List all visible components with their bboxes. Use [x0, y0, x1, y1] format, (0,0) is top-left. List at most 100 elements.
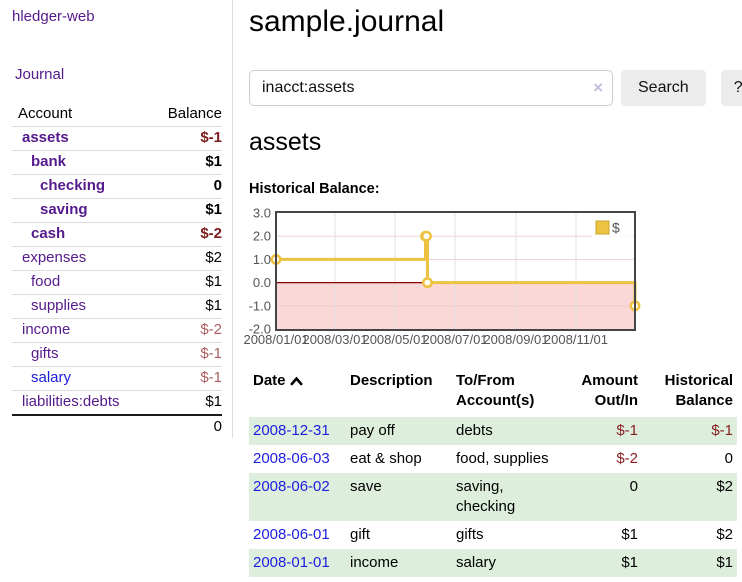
- account-link-food[interactable]: food: [31, 273, 61, 290]
- accounts-total-row: 0: [12, 414, 222, 439]
- account-row: cash $-2: [12, 222, 222, 247]
- transaction-row: 2008-12-31 pay off debts $-1 $-1: [249, 417, 737, 445]
- account-row: gifts $-1: [12, 342, 222, 367]
- account-link-liabilities-debts[interactable]: liabilities:debts: [22, 393, 120, 410]
- account-column-header: Account: [12, 103, 147, 127]
- transaction-description: gift: [350, 526, 371, 543]
- accounts-table-body: assets $-1 bank $1 checking 0 saving $1 cash $-2 e…: [12, 126, 222, 416]
- account-row: expenses $2: [12, 246, 222, 271]
- transaction-description: eat & shop: [350, 450, 422, 467]
- transaction-balance: $2: [716, 478, 733, 495]
- account-balance: 0: [146, 174, 222, 199]
- balance-column-header: Balance: [146, 103, 222, 127]
- transaction-amount: $1: [621, 526, 638, 543]
- accounts-table-header: Account Balance: [12, 103, 222, 127]
- accounts-table: Account Balance assets $-1 bank $1 checking 0…: [12, 103, 222, 439]
- svg-text:3.0: 3.0: [253, 206, 271, 221]
- main-panel: sample.journal × Search ? assets Histori…: [233, 0, 742, 577]
- transaction-row: 2008-01-01 income salary $1 $1: [249, 549, 737, 577]
- account-balance: $1: [146, 198, 222, 223]
- account-balance: $-2: [146, 318, 222, 343]
- transaction-date-link[interactable]: 2008-12-31: [253, 422, 330, 439]
- account-heading: assets: [249, 128, 322, 156]
- svg-text:-2.0: -2.0: [249, 322, 271, 337]
- sidebar-item-journal[interactable]: Journal: [15, 66, 65, 83]
- accounts-total-value: 0: [146, 414, 222, 439]
- transaction-balance: $1: [716, 554, 733, 571]
- column-header-historical: Historical Balance: [664, 372, 733, 409]
- historical-balance-chart[interactable]: $3.0 2.0 1.0 0.0 -1.0 -2.02008/01/012008/03/0…: [243, 206, 645, 349]
- account-balance: $1: [146, 294, 222, 319]
- transactions-header-row: Date Description To/From Account(s) Amount Ou…: [249, 369, 737, 417]
- svg-text:1.0: 1.0: [253, 252, 271, 267]
- transactions-body: 2008-12-31 pay off debts $-1 $-1 2008-06-03 ea…: [249, 417, 737, 577]
- transaction-date-link[interactable]: 2008-01-01: [253, 554, 330, 571]
- column-header-amount: Amount Out/In: [581, 372, 638, 409]
- help-button[interactable]: ?: [720, 70, 742, 106]
- search-form: × Search ?: [249, 70, 742, 106]
- account-row: salary $-1: [12, 366, 222, 391]
- account-link-salary[interactable]: salary: [31, 369, 72, 386]
- account-balance: $2: [146, 246, 222, 271]
- clear-search-icon[interactable]: ×: [593, 78, 603, 97]
- svg-text:2008/07/01: 2008/07/01: [422, 332, 487, 347]
- transaction-amount: 0: [629, 478, 638, 495]
- account-link-checking[interactable]: checking: [40, 177, 106, 194]
- column-header-tofrom: To/From Account(s): [456, 372, 535, 409]
- account-row: assets $-1: [12, 126, 222, 151]
- account-row: saving $1: [12, 198, 222, 223]
- account-balance: $1: [146, 150, 222, 175]
- svg-text:2008/05/01: 2008/05/01: [362, 332, 427, 347]
- transaction-amount: $-1: [616, 422, 638, 439]
- account-balance: $1: [146, 270, 222, 295]
- account-link-assets[interactable]: assets: [22, 129, 69, 146]
- transactions-table: Date Description To/From Account(s) Amount Ou…: [249, 369, 737, 577]
- transaction-description: pay off: [350, 422, 395, 439]
- account-row: income $-2: [12, 318, 222, 343]
- svg-text:-1.0: -1.0: [249, 298, 271, 313]
- chart-title: Historical Balance:: [249, 181, 380, 197]
- transaction-row: 2008-06-01 gift gifts $1 $2: [249, 521, 737, 549]
- account-row: food $1: [12, 270, 222, 295]
- legend-swatch-icon: [595, 220, 610, 235]
- transaction-date-link[interactable]: 2008-06-03: [253, 450, 330, 467]
- account-balance: $-1: [146, 366, 222, 391]
- account-row: bank $1: [12, 150, 222, 175]
- transaction-description: save: [350, 478, 382, 495]
- transaction-row: 2008-06-02 save saving, checking 0 $2: [249, 473, 737, 521]
- transaction-amount: $-2: [616, 450, 638, 467]
- transaction-accounts: debts: [456, 422, 493, 439]
- account-balance: $-1: [146, 342, 222, 367]
- page-title: sample.journal: [249, 5, 445, 38]
- sidebar: hledger-web Journal Account Balance asse…: [0, 0, 233, 439]
- search-button[interactable]: Search: [621, 70, 706, 106]
- account-row: supplies $1: [12, 294, 222, 319]
- svg-text:0.0: 0.0: [253, 275, 271, 290]
- account-link-cash[interactable]: cash: [31, 225, 66, 242]
- transaction-accounts: salary: [456, 554, 497, 571]
- account-balance: $-2: [146, 222, 222, 247]
- account-link-income[interactable]: income: [22, 321, 71, 338]
- transaction-balance: $2: [716, 526, 733, 543]
- account-link-expenses[interactable]: expenses: [22, 249, 87, 266]
- transaction-accounts: gifts: [456, 526, 484, 543]
- transaction-date-link[interactable]: 2008-06-01: [253, 526, 330, 543]
- column-header-description: Description: [350, 372, 433, 389]
- app-title-link[interactable]: hledger-web: [12, 8, 95, 25]
- transaction-accounts: food, supplies: [456, 450, 549, 467]
- sort-ascending-icon: [290, 376, 303, 386]
- account-link-bank[interactable]: bank: [31, 153, 67, 170]
- svg-text:2008/11/01: 2008/11/01: [544, 332, 608, 347]
- transaction-accounts: saving, checking: [456, 478, 516, 515]
- transaction-date-link[interactable]: 2008-06-02: [253, 478, 330, 495]
- account-balance: $1: [146, 390, 222, 416]
- transaction-description: income: [350, 554, 399, 571]
- svg-text:$: $: [612, 220, 620, 236]
- account-link-supplies[interactable]: supplies: [31, 297, 87, 314]
- column-header-date[interactable]: Date: [249, 369, 346, 417]
- account-link-saving[interactable]: saving: [40, 201, 88, 218]
- search-input[interactable]: [249, 70, 613, 106]
- transaction-balance: 0: [724, 450, 733, 467]
- account-link-gifts[interactable]: gifts: [31, 345, 59, 362]
